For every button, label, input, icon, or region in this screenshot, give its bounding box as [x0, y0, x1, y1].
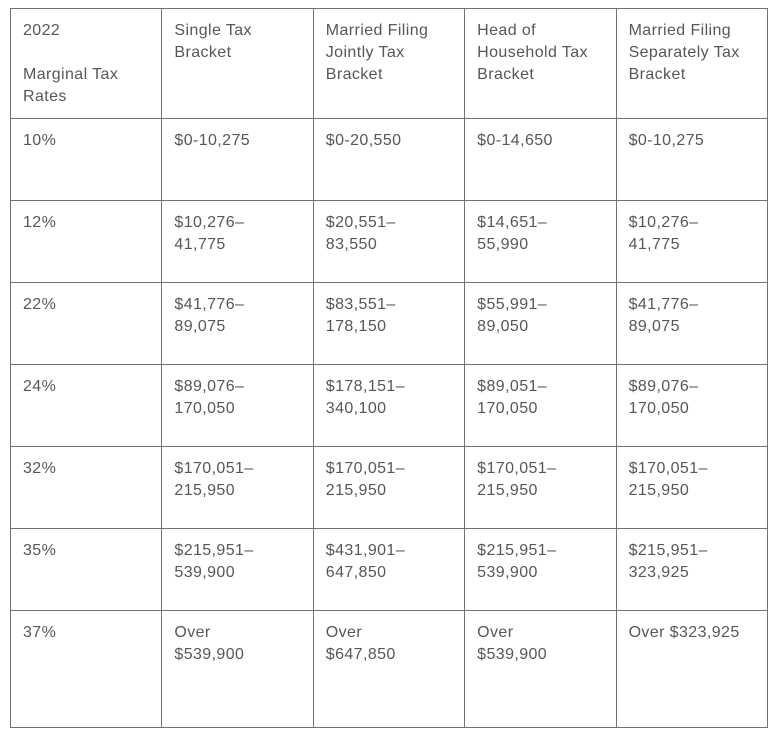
- bracket-cell-married-jointly: Over $647,850: [312, 610, 466, 728]
- table-row-35pct: 35% $215,951– 539,900 $431,901– 647,850 …: [9, 528, 768, 611]
- bracket-cell-married-separately: Over $323,925: [615, 610, 768, 728]
- bracket-cell-married-jointly: $83,551– 178,150: [312, 282, 466, 365]
- rate-cell: 12%: [9, 200, 163, 283]
- bracket-cell-head-household: $55,991– 89,050: [464, 282, 617, 365]
- rate-cell: 10%: [9, 118, 163, 201]
- bracket-cell-married-separately: $170,051– 215,950: [615, 446, 768, 529]
- table-row-32pct: 32% $170,051– 215,950 $170,051– 215,950 …: [9, 446, 768, 529]
- column-header-single: Single Tax Bracket: [161, 8, 314, 119]
- table-row-22pct: 22% $41,776– 89,075 $83,551– 178,150 $55…: [9, 282, 768, 365]
- bracket-cell-married-separately: $89,076– 170,050: [615, 364, 768, 447]
- header-row: 2022 Marginal Tax Rates Single Tax Brack…: [9, 8, 768, 119]
- table-row-12pct: 12% $10,276– 41,775 $20,551– 83,550 $14,…: [9, 200, 768, 283]
- column-header-head-household: Head of Household Tax Bracket: [464, 8, 617, 119]
- column-header-married-jointly: Married Filing Jointly Tax Bracket: [312, 8, 466, 119]
- bracket-cell-single: $215,951– 539,900: [161, 528, 314, 611]
- rate-cell: 22%: [9, 282, 163, 365]
- bracket-cell-single: $10,276– 41,775: [161, 200, 314, 283]
- bracket-cell-married-jointly: $178,151– 340,100: [312, 364, 466, 447]
- rate-cell: 32%: [9, 446, 163, 529]
- table-row-10pct: 10% $0-10,275 $0-20,550 $0-14,650 $0-10,…: [9, 118, 768, 201]
- table-header: 2022 Marginal Tax Rates Single Tax Brack…: [9, 8, 768, 119]
- column-header-marginal-rates: 2022 Marginal Tax Rates: [9, 8, 163, 119]
- bracket-cell-married-separately: $10,276– 41,775: [615, 200, 768, 283]
- table-body: 10% $0-10,275 $0-20,550 $0-14,650 $0-10,…: [9, 118, 768, 728]
- bracket-cell-single: $89,076– 170,050: [161, 364, 314, 447]
- bracket-cell-single: $0-10,275: [161, 118, 314, 201]
- bracket-cell-head-household: $170,051– 215,950: [464, 446, 617, 529]
- bracket-cell-single: Over $539,900: [161, 610, 314, 728]
- rate-cell: 35%: [9, 528, 163, 611]
- column-header-married-separately: Married Filing Separately Tax Bracket: [615, 8, 768, 119]
- bracket-cell-married-separately: $215,951– 323,925: [615, 528, 768, 611]
- bracket-cell-head-household: $14,651– 55,990: [464, 200, 617, 283]
- bracket-cell-married-jointly: $431,901– 647,850: [312, 528, 466, 611]
- bracket-cell-married-separately: $0-10,275: [615, 118, 768, 201]
- bracket-cell-head-household: Over $539,900: [464, 610, 617, 728]
- bracket-cell-head-household: $0-14,650: [464, 118, 617, 201]
- table-row-37pct: 37% Over $539,900 Over $647,850 Over $53…: [9, 610, 768, 728]
- bracket-cell-married-jointly: $170,051– 215,950: [312, 446, 466, 529]
- bracket-cell-married-jointly: $0-20,550: [312, 118, 466, 201]
- tax-rate-table: 2022 Marginal Tax Rates Single Tax Brack…: [9, 8, 768, 728]
- rate-cell: 37%: [9, 610, 163, 728]
- rate-cell: 24%: [9, 364, 163, 447]
- bracket-cell-single: $41,776– 89,075: [161, 282, 314, 365]
- bracket-cell-head-household: $215,951– 539,900: [464, 528, 617, 611]
- bracket-cell-married-jointly: $20,551– 83,550: [312, 200, 466, 283]
- bracket-cell-married-separately: $41,776– 89,075: [615, 282, 768, 365]
- table-row-24pct: 24% $89,076– 170,050 $178,151– 340,100 $…: [9, 364, 768, 447]
- bracket-cell-single: $170,051– 215,950: [161, 446, 314, 529]
- bracket-cell-head-household: $89,051– 170,050: [464, 364, 617, 447]
